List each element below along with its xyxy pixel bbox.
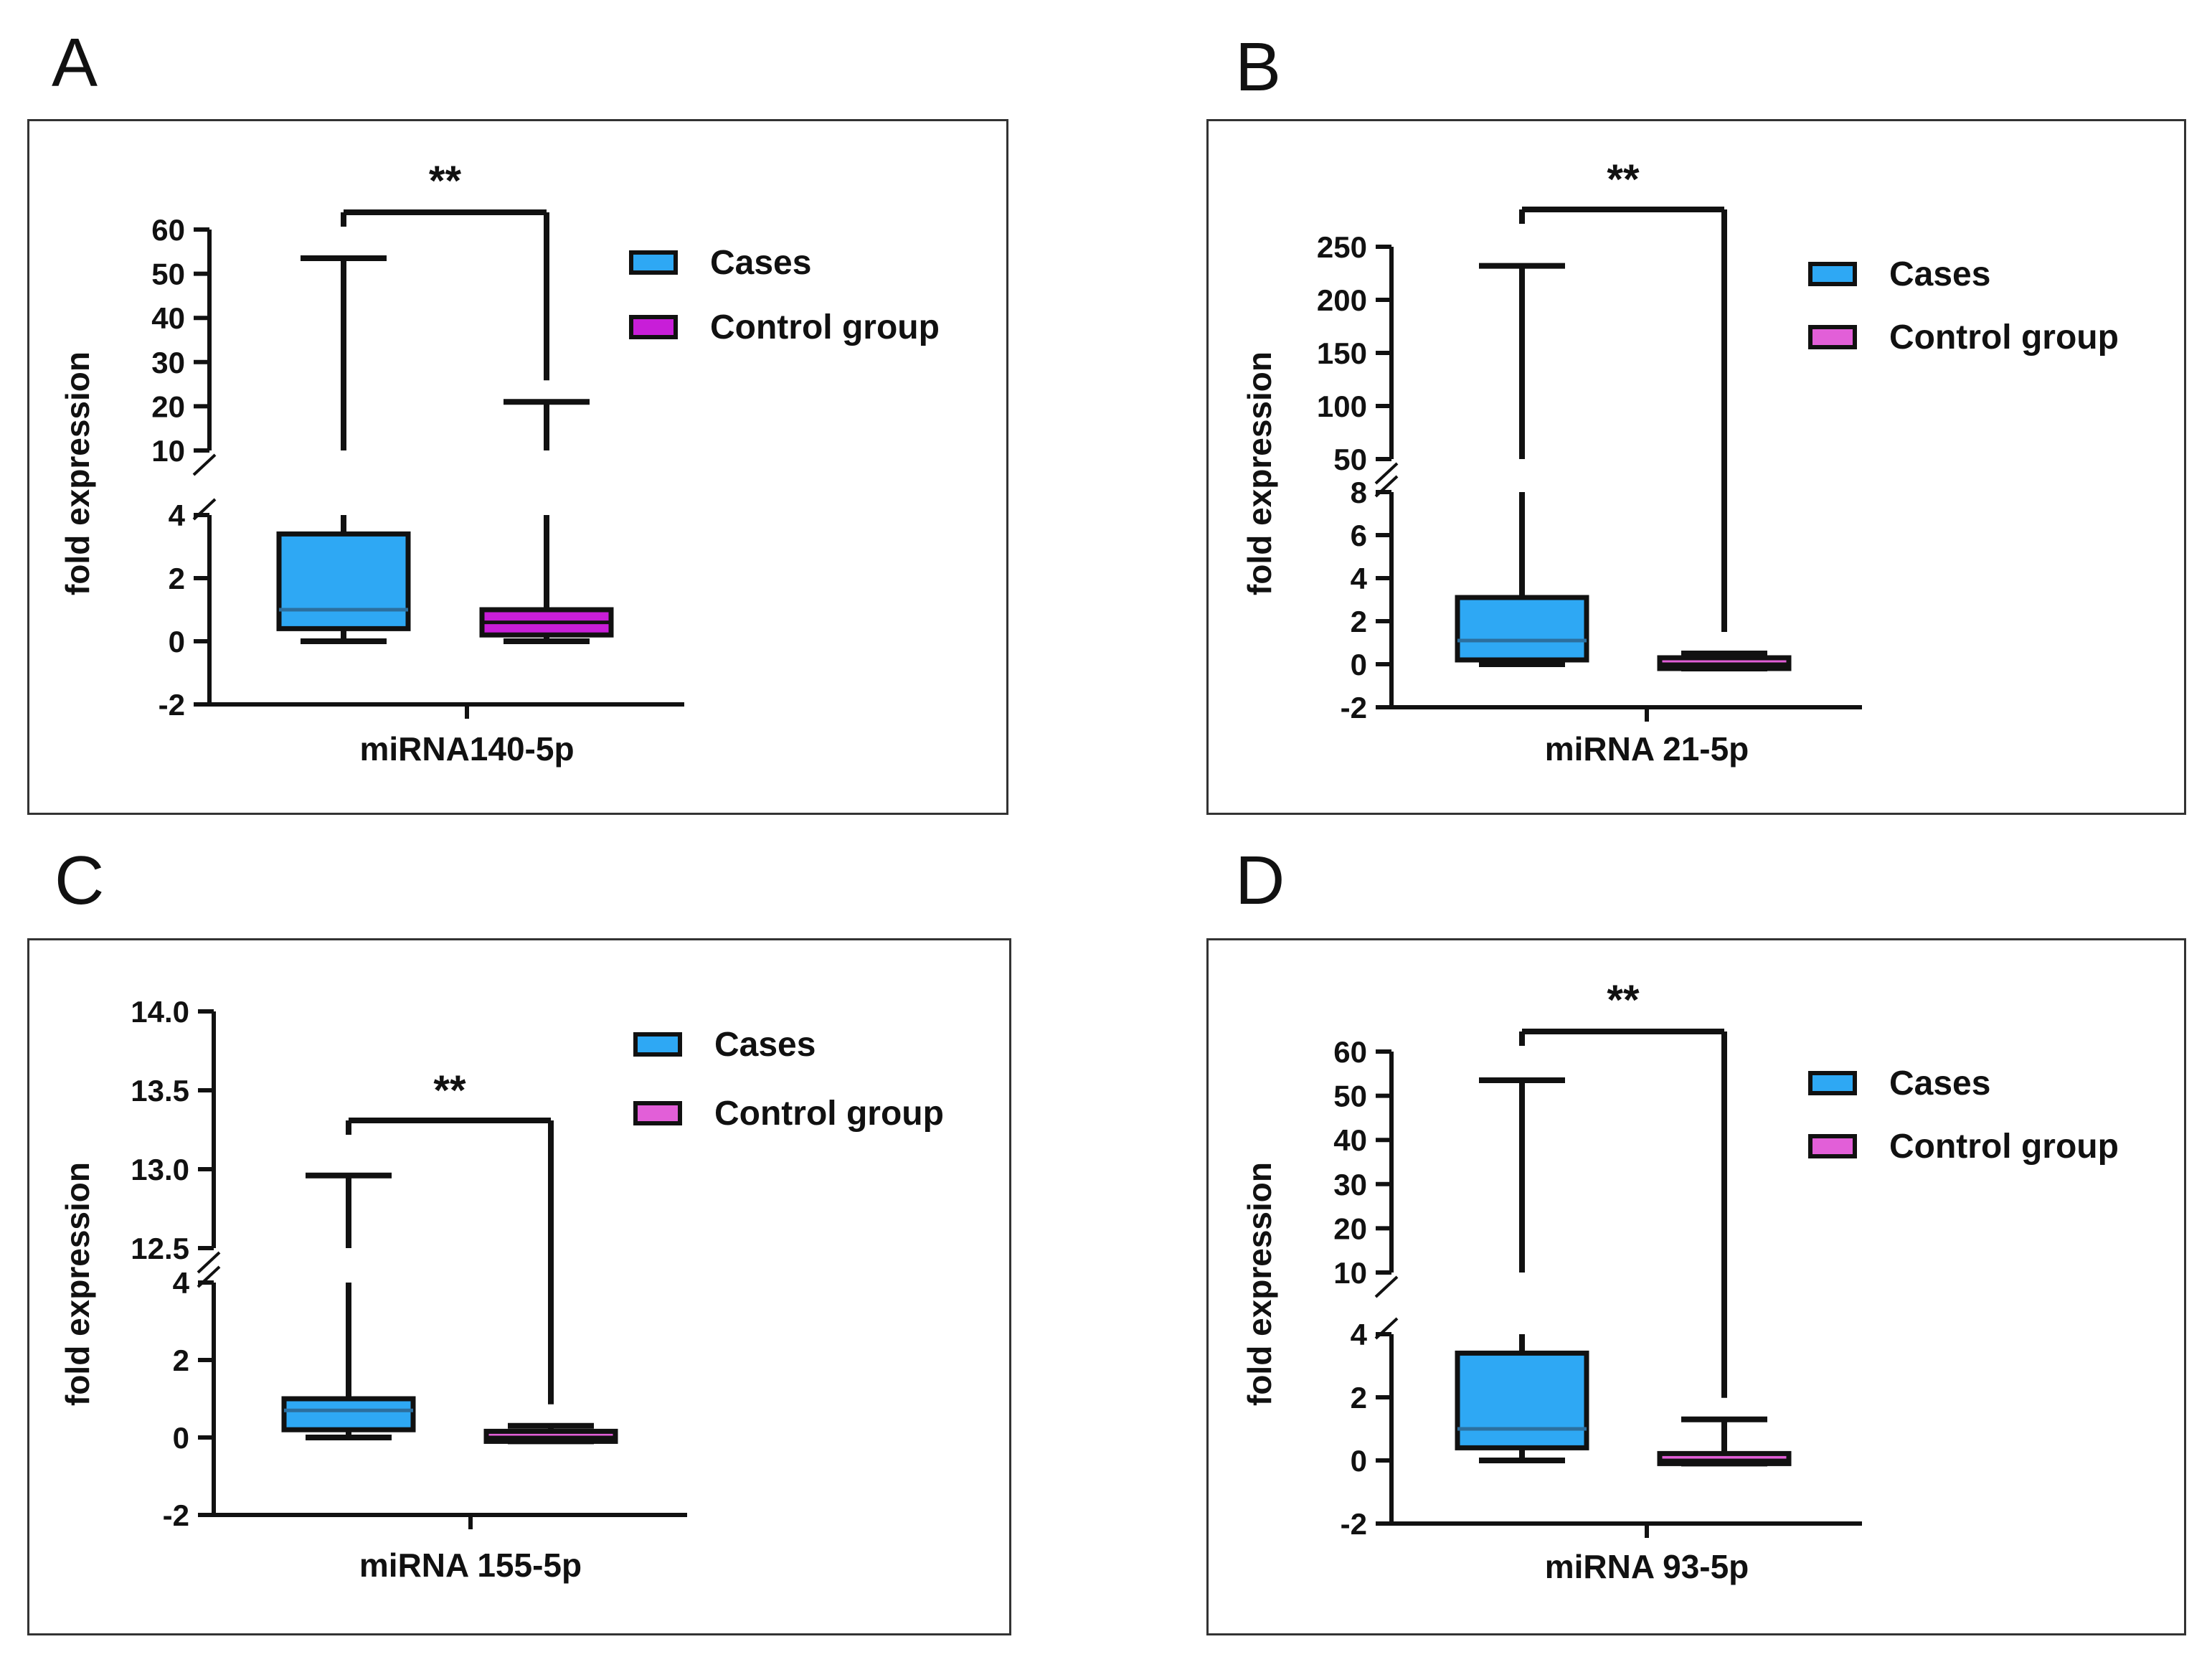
y-tick-label: 60 [151,213,185,247]
y-tick-label: 4 [173,1266,190,1300]
panel-c-chart: -2 0 2 412.5 13.0 13.5 14.0 fold expression miRN… [59,995,944,1584]
axis-break-mark [192,453,217,476]
y-axis-label: fold expression [1241,1162,1278,1406]
legend-swatch-control [633,1101,682,1125]
panel-a-frame [27,119,1008,815]
legend-label-cases: Cases [710,244,811,282]
y-tick-label: 6 [1351,519,1367,552]
y-tick-label: 2 [1351,1381,1367,1415]
panel-c-frame [27,938,1011,1635]
y-tick-label: 0 [1351,1444,1367,1478]
significance-label: ** [1607,977,1640,1024]
y-tick-label: 12.5 [131,1232,189,1265]
y-tick-label: 4 [169,499,186,532]
y-tick-label: 50 [151,258,185,291]
y-tick-label: 40 [151,301,185,335]
panel-a-chart: -2 0 2 4 10 20 30 40 50 60 fold expression miRNA140… [59,158,940,768]
y-tick-label: 250 [1317,230,1367,264]
legend-swatch-control [1808,325,1857,349]
legend-swatch-cases [1808,262,1857,286]
legend-swatch-cases [629,250,678,275]
y-tick-label: 2 [169,562,185,595]
x-axis-label: miRNA140-5p [359,730,574,768]
y-tick-label: 4 [1351,562,1368,595]
legend-swatch-control [629,315,678,339]
y-tick-label: 30 [1333,1168,1367,1201]
legend-label-control: Control group [714,1095,944,1133]
axis-break-mark [197,1251,221,1274]
legend-swatch-control [1808,1134,1857,1158]
legend-swatch-cases [633,1032,682,1057]
y-tick-label: 13.5 [131,1074,189,1108]
y-tick-label: 150 [1317,336,1367,370]
y-tick-label: -2 [159,688,185,722]
panel-letter-c: C [55,842,105,919]
y-axis-label: fold expression [59,1162,96,1406]
panel-letter-a: A [52,24,98,101]
box-cases [281,1396,416,1432]
legend-label-cases: Cases [1889,1064,1990,1103]
y-tick-label: 20 [1333,1212,1367,1245]
y-tick-label: 10 [1333,1256,1367,1290]
y-tick-label: -2 [1341,1507,1367,1541]
y-tick-label: 20 [151,389,185,423]
panel-letter-b: B [1235,29,1282,105]
y-tick-label: 13.0 [131,1153,189,1186]
axis-break-mark [1374,462,1399,485]
legend-label-control: Control group [710,308,940,346]
x-axis-label: miRNA 155-5p [359,1547,582,1584]
legend-label-cases: Cases [714,1026,816,1064]
legend-label-control: Control group [1889,1128,2119,1166]
y-tick-label: 30 [151,346,185,379]
y-tick-label: 8 [1351,476,1367,509]
y-tick-label: 2 [1351,605,1367,638]
y-tick-label: 200 [1317,283,1367,317]
y-tick-label: 100 [1317,389,1367,423]
y-tick-label: 0 [169,625,185,658]
y-axis-label: fold expression [59,351,96,595]
legend-label-cases: Cases [1889,255,1990,293]
y-tick-label: 50 [1333,443,1367,476]
panel-d-frame [1206,938,2186,1635]
y-tick-label: 0 [1351,648,1367,681]
y-tick-label: 4 [1351,1318,1368,1351]
legend-swatch-cases [1808,1071,1857,1095]
y-tick-label: 60 [1333,1035,1367,1069]
y-tick-label: 2 [173,1344,189,1377]
significance-label: ** [429,158,462,204]
panel-b-frame [1206,119,2186,815]
y-tick-label: -2 [163,1498,189,1532]
axis-break-mark [1374,1275,1399,1298]
x-axis-label: miRNA 21-5p [1545,730,1749,768]
box-cases [1455,1350,1589,1450]
box-cases [1455,595,1589,663]
x-axis-label: miRNA 93-5p [1545,1548,1749,1585]
y-axis-label: fold expression [1241,351,1278,595]
significance-label: ** [433,1067,466,1114]
y-tick-label: 0 [173,1421,189,1455]
panel-d-chart: -2 0 2 4 10 20 30 40 50 60 fold expression miRNA 93… [1241,977,2119,1585]
panel-letter-d: D [1235,842,1285,919]
y-tick-label: 40 [1333,1123,1367,1157]
significance-label: ** [1607,156,1640,203]
box-cases [276,531,411,631]
panel-b-chart: -2 0 2 4 6 850 100 150 200 250 fold expression miRN… [1241,156,2119,768]
y-tick-label: 14.0 [131,995,189,1029]
y-tick-label: -2 [1341,691,1367,724]
legend-label-control: Control group [1889,318,2119,357]
y-tick-label: 10 [151,434,185,468]
y-tick-label: 50 [1333,1080,1367,1113]
